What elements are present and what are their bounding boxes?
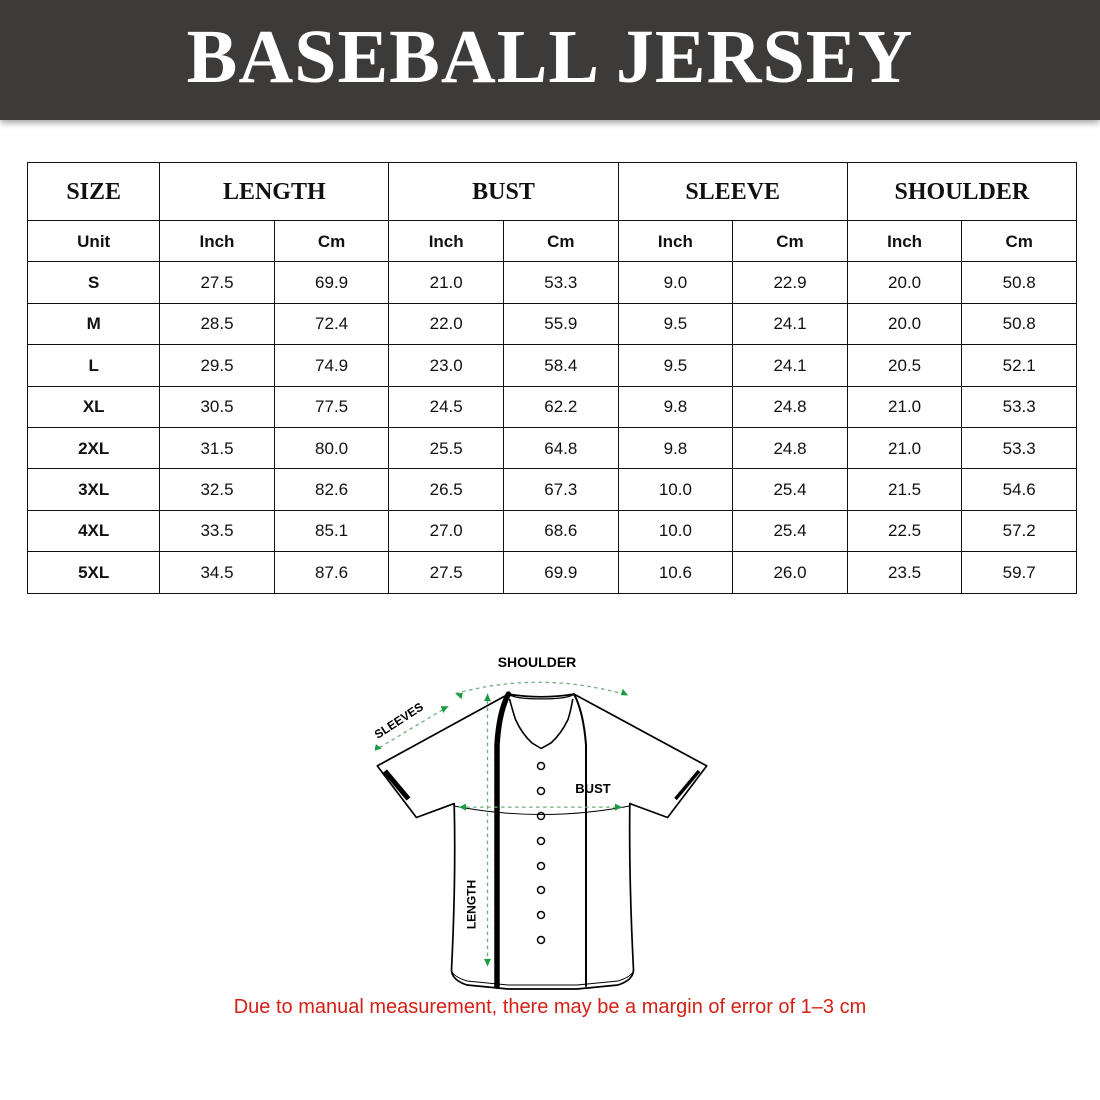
svg-text:SHOULDER: SHOULDER: [498, 654, 577, 670]
svg-text:LENGTH: LENGTH: [465, 880, 479, 929]
svg-text:BUST: BUST: [575, 781, 610, 796]
